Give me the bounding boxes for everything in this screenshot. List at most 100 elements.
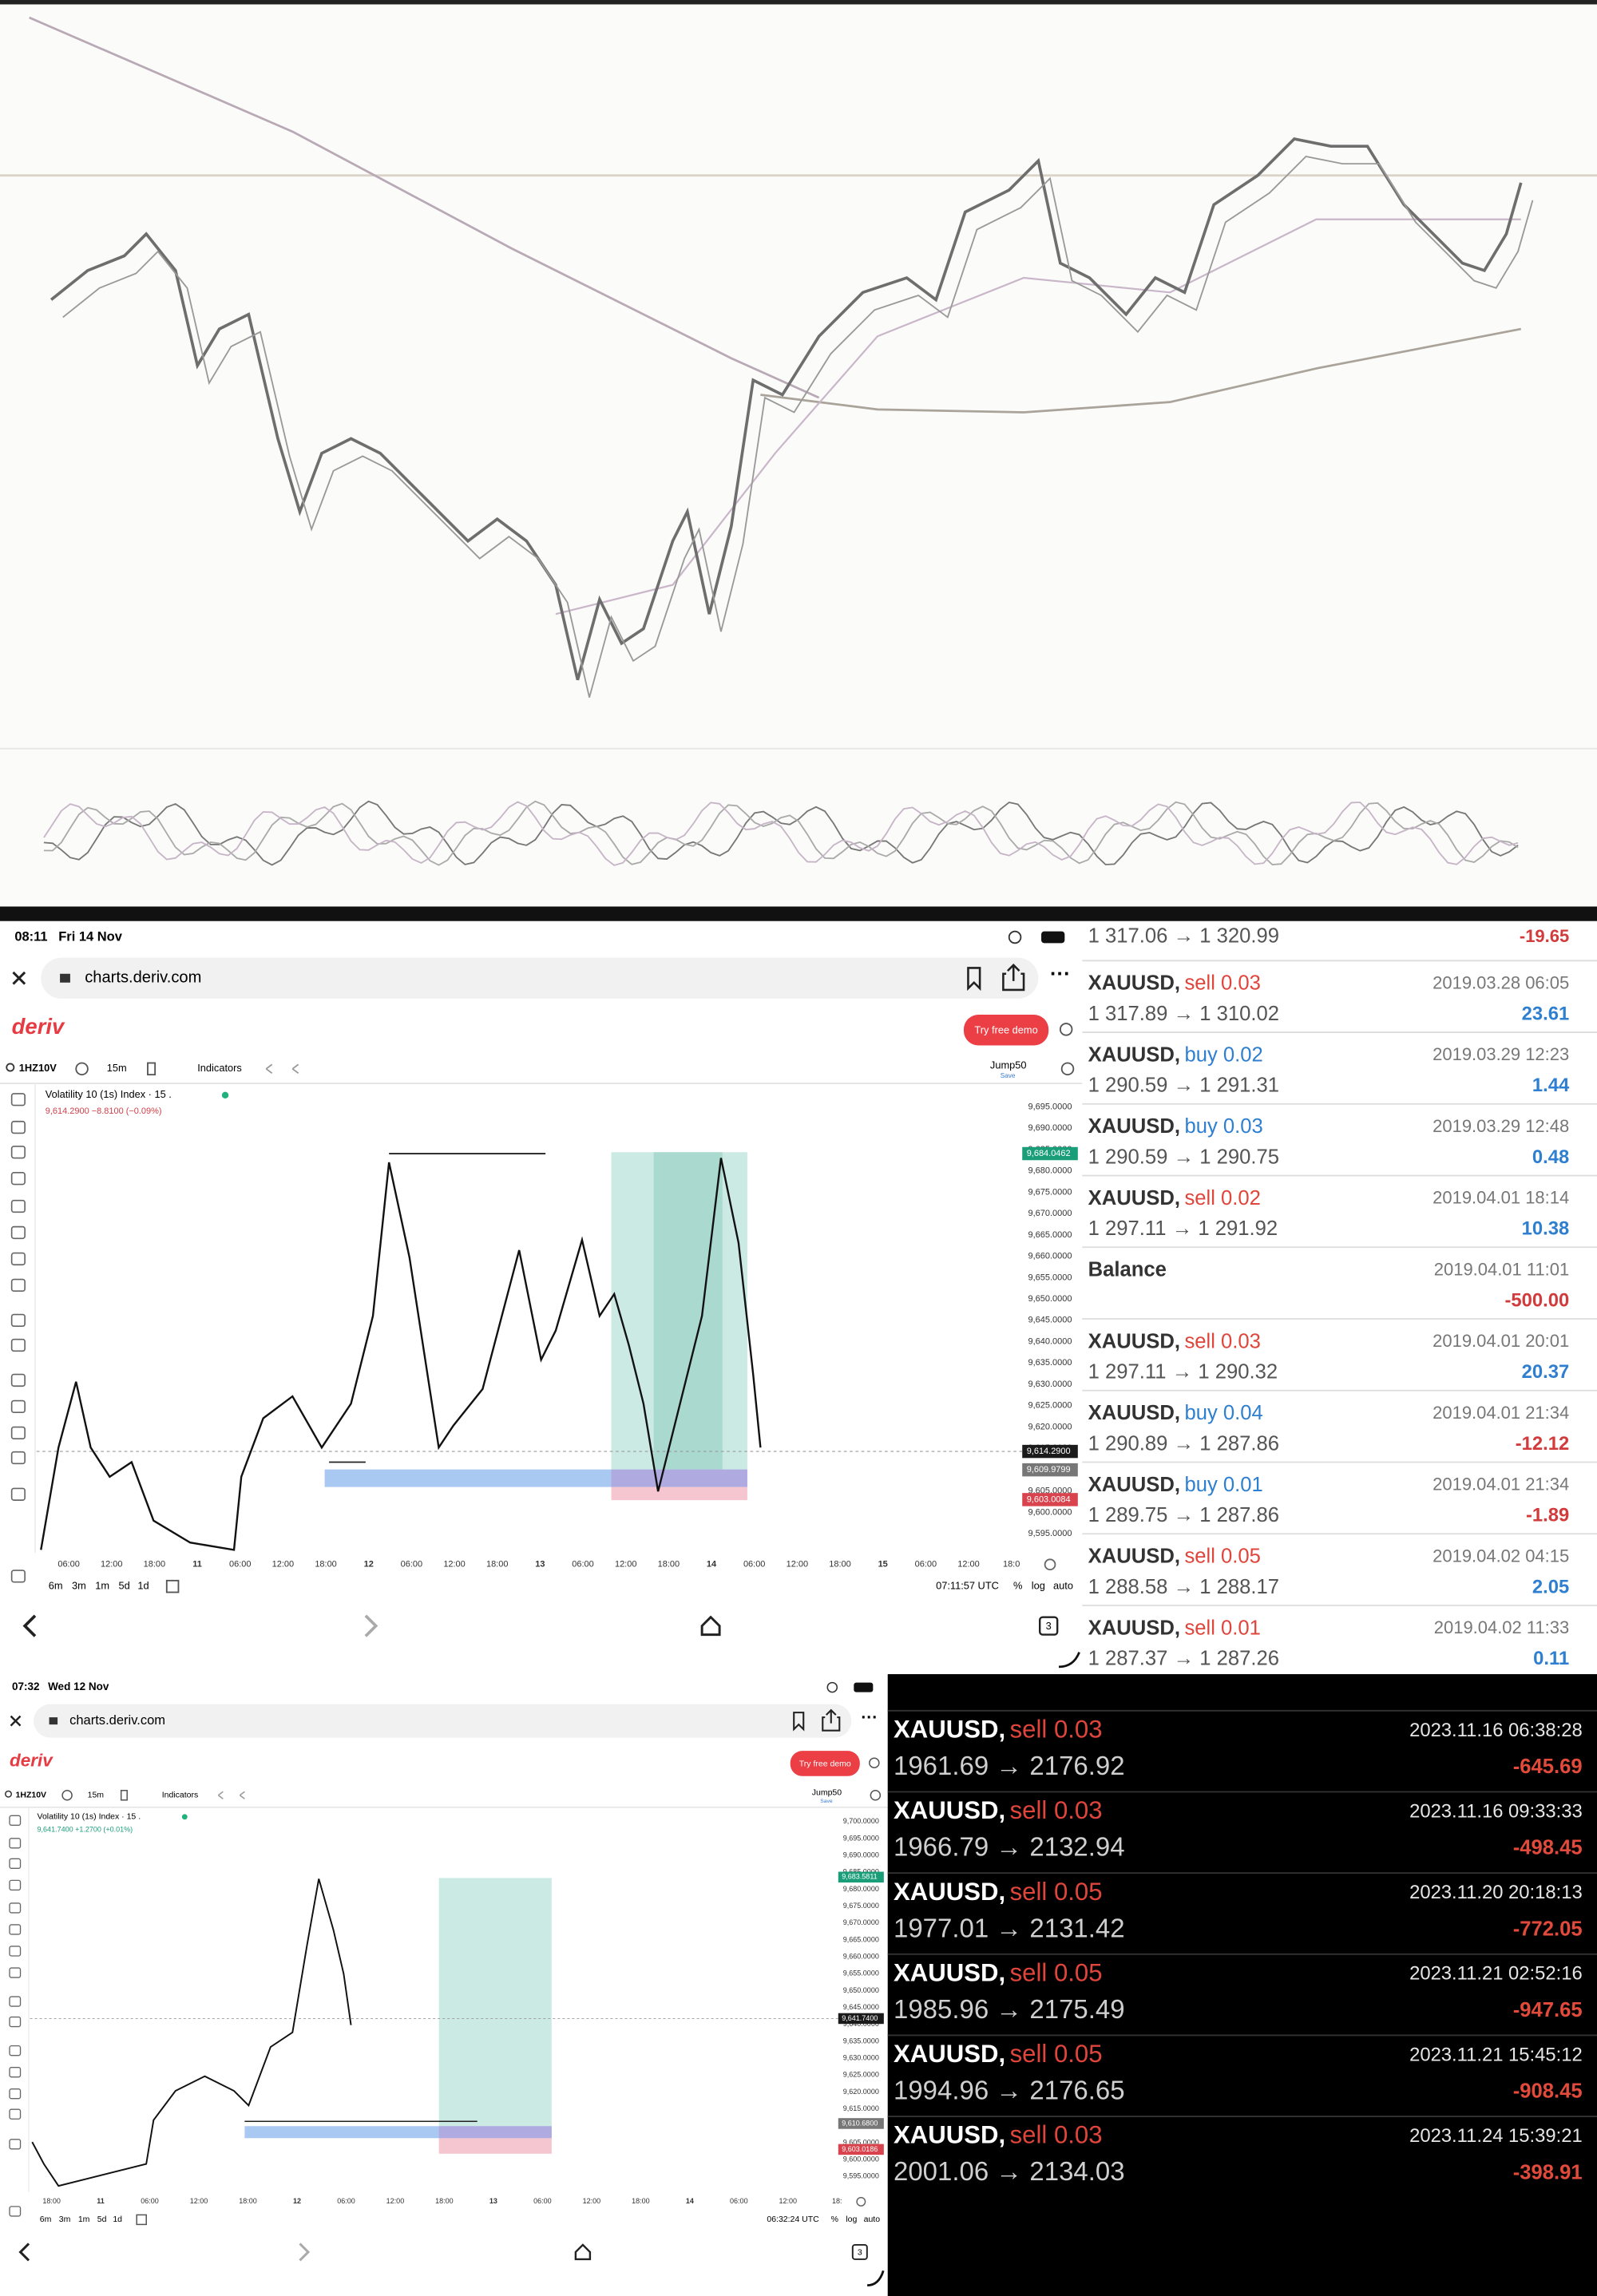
demo-button[interactable] (963, 1015, 1049, 1046)
period-button[interactable]: 6m (49, 1580, 63, 1592)
trade-prices: 1 317.06 → 1 320.99 (1088, 925, 1279, 948)
interval: 15m (107, 1062, 127, 1074)
time-tick-label: 12:00 (101, 1560, 122, 1570)
trade-date: 2019.03.28 06:05 (1433, 972, 1569, 992)
price-badge-label: 9,603.0186 (842, 2145, 878, 2153)
trade-prices: 1961.69 → 2176.92 (894, 1751, 1125, 1780)
tool-icon (10, 1278, 26, 1292)
trade-side: sell 0.03 (1184, 1330, 1260, 1352)
price-tick-label: 9,630.0000 (843, 2054, 879, 2062)
trade-profit: 0.48 (1532, 1146, 1569, 1168)
theme-icon (1059, 1023, 1073, 1036)
time-tick-label: 18:00 (632, 2197, 650, 2205)
back-icon (18, 2243, 30, 2262)
chart-type-icon (147, 1062, 157, 1076)
demo-button[interactable] (790, 1751, 860, 1776)
trade-title: XAUUSD, sell 0.03 (1088, 972, 1261, 994)
trade-prices: 1994.96 → 2176.65 (894, 2076, 1125, 2105)
scale-option[interactable]: auto (864, 2215, 881, 2224)
period-button[interactable]: 1m (78, 2215, 90, 2224)
price-tick-label: 9,670.0000 (843, 1918, 879, 1926)
time-tick-label: 06:00 (57, 1560, 79, 1570)
deriv-screenshot: 08:11 Fri 14 Nov charts.deriv.com ··· deriv T… (0, 920, 1083, 1675)
price-tick-label: 9,620.0000 (843, 2088, 879, 2096)
trade-side: sell 0.02 (1184, 1187, 1260, 1209)
trade-title: XAUUSD, sell 0.01 (1088, 1617, 1261, 1639)
target-zone (438, 1878, 552, 2139)
loss-zone (438, 2138, 552, 2154)
trade-date: 2019.04.01 21:34 (1433, 1475, 1569, 1494)
price-tick-label: 9,660.0000 (1028, 1252, 1072, 1261)
tool-icon (10, 1570, 26, 1583)
trade-profit: 23.61 (1522, 1003, 1570, 1024)
forward-icon (299, 2243, 311, 2262)
period-button[interactable]: 6m (40, 2215, 52, 2224)
trade-date: 2019.04.01 21:34 (1433, 1403, 1569, 1423)
close-icon (12, 971, 26, 985)
scale-option[interactable]: % (831, 2215, 838, 2224)
trade-date: 2019.04.02 04:15 (1433, 1546, 1569, 1566)
period-button[interactable]: 1d (113, 2215, 122, 2224)
trade-date: 2023.11.16 09:33:33 (1409, 1800, 1583, 1822)
trade-prices: 2001.06 → 2134.03 (894, 2156, 1125, 2186)
tool-icon (10, 1399, 26, 1414)
tool-icon (10, 1338, 26, 1352)
period-button[interactable]: 3m (72, 1580, 86, 1592)
trade-side: buy 0.03 (1184, 1115, 1262, 1138)
time-tick-label: 13 (489, 2197, 497, 2205)
tool-icon (10, 1199, 26, 1213)
scale-option[interactable]: % (1013, 1580, 1022, 1592)
url-bar (34, 1704, 852, 1738)
template-save: Save (1001, 1072, 1016, 1079)
url: charts.deriv.com (69, 1712, 165, 1728)
period-button[interactable]: 5d (119, 1580, 130, 1592)
more-icon: ··· (861, 1708, 878, 1727)
scale-option[interactable]: log (846, 2215, 857, 2224)
price-tick-label: 9,665.0000 (843, 1935, 879, 1943)
time-tick-label: 06:00 (401, 1560, 422, 1570)
scale-option[interactable]: auto (1053, 1580, 1073, 1592)
time-tick-label: 18:00 (144, 1560, 165, 1570)
trade-symbol: XAUUSD, (1088, 1115, 1180, 1138)
trade-prices: 1966.79 → 2132.94 (894, 1832, 1125, 1862)
period-button[interactable]: 3m (59, 2215, 71, 2224)
price-tick-label: 9,605.0000 (1028, 1486, 1072, 1496)
symbol: 1HZ10V (19, 1062, 57, 1074)
trade-symbol: XAUUSD, (894, 1796, 1005, 1824)
trade-symbol: XAUUSD, (1088, 1330, 1180, 1352)
overlap-zone (611, 1469, 747, 1487)
tool-icon (10, 1146, 26, 1159)
trade-prices: 1977.01 → 2131.42 (894, 1913, 1125, 1942)
period-button[interactable]: 1m (95, 1580, 109, 1592)
trade-date: 2019.04.01 20:01 (1433, 1331, 1569, 1351)
tab-count: 3 (1046, 1620, 1052, 1632)
time-tick-label: 06:00 (337, 2197, 355, 2205)
trade-prices: 1 289.75 → 1 287.86 (1088, 1504, 1279, 1526)
price-badge (1022, 1444, 1078, 1459)
battery-icon (1041, 931, 1065, 944)
symbol: 1HZ10V (16, 1791, 47, 1800)
price-change: 9,641.7400 +1.2700 (+0.01%) (38, 1826, 133, 1834)
price-tick-label: 9,670.0000 (1028, 1209, 1072, 1218)
scale-option[interactable]: log (1032, 1580, 1045, 1592)
live-dot (181, 1814, 188, 1820)
period-button[interactable]: 1d (137, 1580, 149, 1592)
price-tick-label: 9,690.0000 (843, 1851, 879, 1859)
time-tick-label: 12:00 (957, 1560, 979, 1570)
trade-side: buy 0.01 (1184, 1474, 1262, 1496)
time-tick-label: 11 (192, 1560, 202, 1570)
status-time: 08:11 (14, 929, 47, 944)
price-tick-label: 9,645.0000 (1028, 1316, 1072, 1325)
tool-icon (9, 2108, 22, 2120)
trade-side: sell 0.01 (1184, 1617, 1260, 1639)
url-bar (41, 957, 1039, 999)
tool-icon (9, 1996, 22, 2007)
tool-icon (9, 2139, 22, 2150)
indicators: Indicators (162, 1791, 199, 1800)
settings-icon (1060, 1062, 1075, 1076)
period-button[interactable]: 5d (97, 2215, 107, 2224)
price-tick-label: 9,665.0000 (1028, 1230, 1072, 1240)
